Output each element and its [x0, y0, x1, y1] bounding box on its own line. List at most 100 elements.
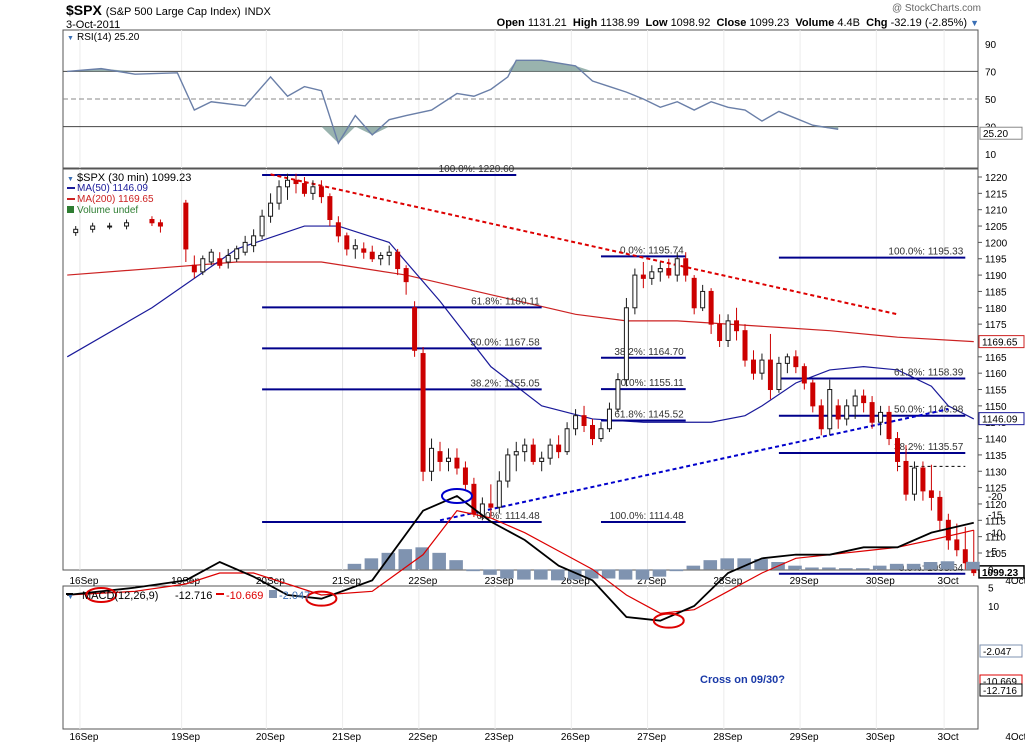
rsi-last-value-box: [979, 126, 1023, 140]
candle-body: [767, 359, 773, 391]
candle-body: [776, 362, 782, 391]
close-label: Close: [716, 17, 747, 29]
candle-body: [107, 225, 113, 228]
macd-ytick-label: 10: [988, 602, 1000, 613]
candle-body: [937, 496, 943, 521]
price-xtick-label: 16Sep: [69, 576, 98, 587]
fib-level-label: 38.2%: 1135.57: [894, 442, 964, 453]
candle-body: [793, 356, 799, 368]
ohlc-readout: Open 1131.21 High 1138.99 Low 1098.92 Cl…: [497, 17, 979, 29]
candle-body: [124, 222, 130, 227]
candle-body: [208, 251, 214, 263]
macd-xtick-label: 19Sep: [171, 732, 200, 743]
macd-histogram-bar: [517, 569, 531, 580]
candle-body: [734, 320, 740, 332]
macd-line: [67, 494, 974, 622]
price-xtick-label: 3Oct: [938, 576, 959, 587]
macd-xtick-label: 30Sep: [866, 732, 895, 743]
price-xtick-label: 23Sep: [485, 576, 514, 587]
macd-histogram-bar: [432, 552, 446, 570]
price-ytick-label: 1115: [985, 516, 1006, 527]
rsi-ytick-label: 70: [985, 67, 997, 78]
macd-histogram-bar: [906, 563, 921, 570]
candle-body: [412, 307, 418, 351]
candle-body: [547, 444, 553, 459]
candle-body: [310, 186, 316, 194]
candle-body: [623, 307, 629, 381]
candle-body: [573, 415, 579, 430]
macd-histogram-bar: [415, 547, 429, 570]
macd-signal-legend-value: -10.669: [226, 590, 263, 602]
candle-body: [657, 268, 663, 273]
macd-histogram-bar: [551, 569, 565, 581]
price-ytick-label: 1210: [985, 206, 1008, 217]
candle-body: [920, 467, 926, 492]
candle-body: [632, 274, 638, 309]
macd-annotation-circle: [305, 590, 338, 607]
candle-body: [403, 268, 409, 283]
macd-histogram-legend-value: -2.047: [279, 590, 310, 602]
macd-last-value-box: [979, 644, 1023, 658]
price-last-value-box: [978, 565, 1025, 579]
candle-body: [505, 454, 511, 482]
price-ytick-label: 1155: [985, 386, 1007, 397]
candle-body: [361, 248, 367, 253]
price-xtick-label: 21Sep: [332, 576, 361, 587]
candle-body: [191, 264, 197, 273]
candle-body: [852, 395, 858, 407]
macd-histogram-bar: [856, 568, 870, 570]
candle-body: [801, 366, 807, 384]
candle-body: [725, 320, 731, 341]
candle-body: [200, 258, 206, 273]
macd-annotation-text: Cross on 09/30?: [700, 674, 785, 686]
price-ytick-label: 1120: [985, 500, 1007, 511]
macd-ytick-label: 0: [988, 565, 994, 576]
fib-level-label: 61.8%: 1180.11: [471, 296, 540, 307]
candle-body: [844, 405, 850, 420]
macd-histogram-bar: [788, 565, 802, 570]
price-ytick-label: 1125: [985, 484, 1007, 495]
price-ytick-label: 1165: [985, 353, 1007, 364]
candle-body: [395, 251, 401, 270]
candle-body: [420, 353, 426, 472]
candle-body: [911, 467, 917, 495]
candle-body: [835, 405, 841, 420]
fib-level-label: 100.0%: 1114.48: [610, 511, 685, 522]
fib-level-label: 100.0%: 1220.60: [439, 164, 515, 175]
macd-histogram-bar: [839, 568, 853, 570]
macd-ytick-label: -15: [988, 510, 1003, 521]
candle-body: [954, 539, 960, 551]
watermark-text: @ StockCharts.com: [891, 3, 981, 14]
macd-histogram-bar: [618, 569, 633, 580]
candle-body: [488, 503, 494, 508]
price-ytick-label: 1205: [985, 222, 1008, 233]
macd-xtick-label: 23Sep: [485, 732, 514, 743]
price-ytick-label: 1130: [985, 467, 1007, 478]
macd-xtick-label: 4Oct: [1005, 732, 1025, 743]
fib-level-label: 50.0%: 1146.98: [894, 405, 964, 416]
exchange-label: INDX: [244, 6, 271, 18]
macd-histogram-bar: [483, 569, 497, 575]
chevron-down-icon[interactable]: ▼: [970, 18, 979, 28]
candle-body: [640, 274, 646, 279]
macd-histogram-bar: [966, 561, 980, 570]
candle-body: [268, 202, 274, 217]
rsi-overbought-fill: [67, 60, 593, 72]
macd-histogram-bar: [737, 558, 751, 570]
candle-body: [318, 186, 324, 198]
candle-body: [73, 228, 79, 234]
price-last-value-label: 1099.23: [982, 568, 1019, 579]
candle-body: [708, 290, 714, 325]
macd-panel-frame: [62, 585, 979, 730]
price-ytick-label: 1215: [985, 189, 1008, 200]
candle-body: [369, 251, 375, 260]
candle-body: [454, 457, 460, 469]
price-last-value-box: [978, 412, 1025, 426]
candle-body: [945, 519, 951, 541]
candle-body: [285, 179, 291, 188]
candle-body: [276, 186, 282, 204]
candle-body: [335, 222, 341, 237]
candle-body: [564, 428, 570, 453]
macd-histogram-bar: [347, 563, 362, 570]
price-ytick-label: 1190: [985, 271, 1007, 282]
